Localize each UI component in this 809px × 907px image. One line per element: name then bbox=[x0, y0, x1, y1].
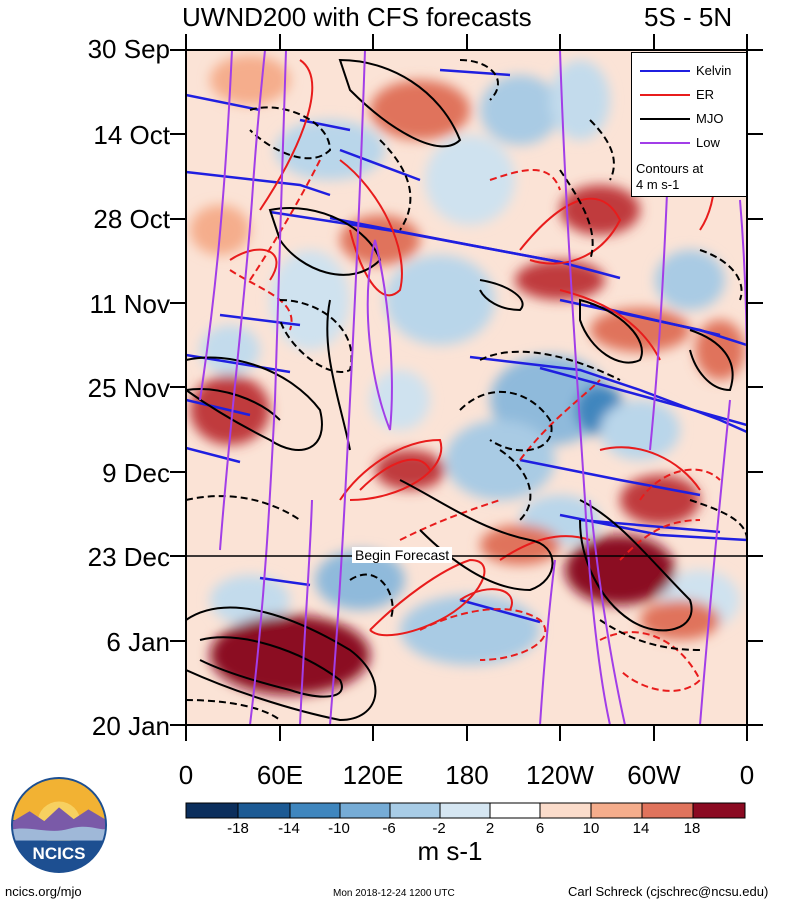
x-tick-label: 180 bbox=[445, 760, 489, 790]
colorbar-tick-label: -10 bbox=[328, 820, 350, 837]
mjo-contours-negative bbox=[186, 59, 747, 721]
mjo-contours bbox=[186, 58, 734, 722]
x-tick-label: 120E bbox=[342, 760, 404, 790]
colorbar-tick-label: -18 bbox=[227, 820, 249, 837]
y-tick-label: 6 Jan bbox=[106, 627, 170, 657]
colorbar-tick-label: -2 bbox=[432, 820, 446, 837]
legend-item-er: ER bbox=[640, 87, 740, 102]
y-tick-label: 28 Oct bbox=[93, 204, 170, 234]
colorbar-tick-label: -6 bbox=[382, 820, 396, 837]
y-tick-label: 23 Dec bbox=[87, 542, 170, 572]
footer-author: Carl Schreck (cjschrec@ncsu.edu) bbox=[568, 884, 769, 899]
colorbar-tick-label: -14 bbox=[278, 820, 300, 837]
legend-item-low: Low bbox=[640, 135, 740, 150]
colorbar-tick-label: 18 bbox=[683, 820, 701, 837]
x-tick-label: 0 bbox=[739, 760, 755, 790]
legend-contour-line2: 4 m s-1 bbox=[636, 177, 680, 192]
legend-swatch bbox=[640, 142, 690, 144]
colorbar-bin bbox=[641, 802, 694, 819]
legend-label: Kelvin bbox=[696, 63, 732, 78]
y-tick-label: 25 Nov bbox=[87, 373, 170, 403]
er-contours-negative bbox=[229, 159, 721, 692]
legend-label: MJO bbox=[696, 111, 724, 126]
legend-item-mjo: MJO bbox=[640, 111, 740, 126]
colorbar bbox=[185, 802, 746, 819]
colorbar-bin bbox=[692, 802, 746, 819]
colorbar-bin bbox=[237, 802, 291, 819]
low-contours bbox=[199, 50, 747, 725]
colorbar-tick-label: 14 bbox=[632, 820, 650, 837]
x-tick-label: 120W bbox=[526, 760, 594, 790]
footer-left: ncics.org/mjo bbox=[5, 884, 82, 899]
legend-swatch bbox=[640, 118, 690, 120]
legend-swatch bbox=[640, 70, 690, 72]
x-tick-label: 60W bbox=[627, 760, 681, 790]
colorbar-bin bbox=[489, 802, 541, 819]
ncics-logo bbox=[10, 776, 108, 874]
shaded-field bbox=[186, 50, 747, 725]
legend-label: ER bbox=[696, 87, 715, 102]
legend-swatch bbox=[640, 94, 690, 96]
colorbar-bin bbox=[289, 802, 341, 819]
x-ticks bbox=[185, 34, 748, 741]
colorbar-units: m s-1 bbox=[417, 836, 483, 866]
legend-contour-line1: Contours at bbox=[636, 161, 704, 176]
footer-timestamp: Mon 2018-12-24 1200 UTC bbox=[333, 888, 455, 899]
colorbar-tick-label: 10 bbox=[582, 820, 600, 837]
y-tick-label: 14 Oct bbox=[93, 120, 170, 150]
x-tick-label: 0 bbox=[178, 760, 194, 790]
y-ticks bbox=[170, 49, 763, 726]
legend-contour-note: Contours at 4 m s-1 bbox=[636, 161, 703, 193]
y-tick-label: 20 Jan bbox=[91, 711, 170, 741]
colorbar-tick-label: 2 bbox=[485, 820, 495, 837]
colorbar-bin bbox=[590, 802, 643, 819]
y-tick-label: 9 Dec bbox=[102, 458, 170, 488]
colorbar-bin bbox=[439, 802, 491, 819]
y-tick-label: 30 Sep bbox=[87, 34, 170, 64]
colorbar-tick-label: 6 bbox=[535, 820, 545, 837]
x-tick-label: 60E bbox=[256, 760, 304, 790]
chart-region: 5S - 5N bbox=[644, 2, 733, 32]
forecast-label: Begin Forecast bbox=[352, 547, 453, 563]
colorbar-bin bbox=[339, 802, 391, 819]
colorbar-bin bbox=[539, 802, 592, 819]
legend: Kelvin ER MJO Low Contours at 4 m s-1 bbox=[631, 52, 747, 197]
logo-text: NCICS bbox=[32, 844, 86, 863]
colorbar-bin bbox=[389, 802, 441, 819]
chart-title: UWND200 with CFS forecasts bbox=[182, 2, 532, 32]
legend-label: Low bbox=[696, 135, 720, 150]
legend-item-kelvin: Kelvin bbox=[640, 63, 740, 78]
colorbar-bin bbox=[185, 802, 239, 819]
y-tick-label: 11 Nov bbox=[89, 289, 170, 319]
